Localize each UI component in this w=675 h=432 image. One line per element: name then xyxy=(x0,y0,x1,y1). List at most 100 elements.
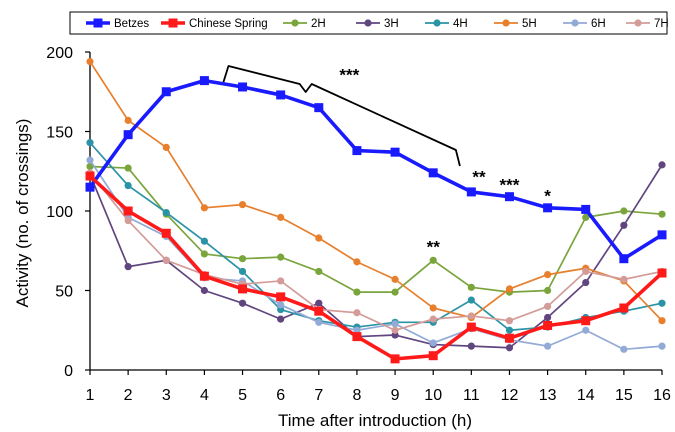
data-point xyxy=(391,320,399,328)
series-line xyxy=(89,172,663,332)
data-point xyxy=(505,326,514,334)
y-tick-label: 150 xyxy=(46,125,73,142)
data-point xyxy=(466,187,476,197)
legend-marker xyxy=(433,19,441,27)
data-point xyxy=(315,267,323,276)
y-tick-label: 200 xyxy=(46,45,73,62)
data-point xyxy=(391,275,399,283)
data-point xyxy=(428,351,438,361)
data-point xyxy=(657,268,667,278)
data-point xyxy=(429,256,437,264)
y-tick-label: 0 xyxy=(64,363,73,380)
data-point xyxy=(276,90,286,100)
data-point xyxy=(505,285,514,293)
legend-marker xyxy=(168,18,178,28)
data-point xyxy=(620,221,628,229)
legend-entry: 4H xyxy=(425,18,468,30)
data-point xyxy=(199,76,209,86)
data-point xyxy=(200,204,208,212)
data-point xyxy=(658,317,666,325)
data-point xyxy=(162,208,170,217)
series-line xyxy=(89,164,663,349)
data-point xyxy=(238,267,247,276)
significance-marker: *** xyxy=(500,175,520,194)
data-point xyxy=(123,130,133,140)
x-tick-label: 10 xyxy=(424,387,442,404)
data-point xyxy=(467,342,475,350)
data-point xyxy=(582,267,590,276)
data-point xyxy=(544,271,552,279)
x-tick-label: 6 xyxy=(276,387,285,404)
data-point xyxy=(86,162,94,171)
data-point xyxy=(467,296,475,304)
data-point xyxy=(582,278,590,287)
x-tick-label: 12 xyxy=(501,387,519,404)
data-point xyxy=(504,333,514,343)
x-tick-label: 16 xyxy=(653,387,671,404)
series-betzes xyxy=(85,76,667,264)
legend-label: 3H xyxy=(384,18,399,30)
data-point xyxy=(467,283,475,291)
data-point xyxy=(505,317,514,325)
series-line xyxy=(88,78,663,261)
series-7h xyxy=(86,169,666,334)
data-point xyxy=(314,103,324,113)
legend-marker xyxy=(571,19,579,27)
data-point xyxy=(352,332,362,342)
x-tick-label: 3 xyxy=(162,387,171,404)
data-point xyxy=(543,203,553,213)
data-point xyxy=(277,253,285,261)
series-6h xyxy=(86,156,666,353)
data-point xyxy=(390,354,400,364)
legend-marker xyxy=(291,19,299,27)
data-point xyxy=(353,309,361,317)
data-point xyxy=(200,286,208,295)
data-point xyxy=(124,263,132,271)
data-point xyxy=(429,339,437,347)
data-point xyxy=(544,286,552,295)
data-point xyxy=(582,326,590,334)
legend: Betzes Chinese Spring 2H 3H 4H 5H 6H 7H xyxy=(69,11,669,35)
data-point xyxy=(620,345,628,353)
significance-marker: ** xyxy=(472,167,486,186)
data-point xyxy=(353,258,361,266)
data-point xyxy=(658,299,666,307)
x-tick-label: 14 xyxy=(577,387,595,404)
x-tick-label: 11 xyxy=(463,387,480,404)
data-point xyxy=(658,210,666,218)
legend-label: 4H xyxy=(453,18,468,30)
legend-label: 5H xyxy=(522,18,537,30)
data-point xyxy=(314,306,324,316)
legend-label: 6H xyxy=(591,18,606,30)
data-point xyxy=(277,315,285,323)
data-point xyxy=(544,342,552,350)
data-point xyxy=(86,139,94,147)
data-point xyxy=(619,303,629,313)
y-tick-label: 100 xyxy=(46,204,73,221)
legend-marker xyxy=(502,19,510,27)
data-point xyxy=(276,292,286,302)
legend-entry: 2H xyxy=(283,18,326,30)
x-tick-label: 7 xyxy=(314,387,323,404)
legend-marker xyxy=(634,19,642,27)
data-point xyxy=(200,237,208,245)
data-point xyxy=(161,87,171,97)
data-point xyxy=(277,301,285,309)
data-point xyxy=(543,320,553,330)
x-tick-label: 8 xyxy=(352,387,361,404)
significance-marker: * xyxy=(544,186,551,205)
data-point xyxy=(429,315,437,323)
data-point xyxy=(581,316,591,326)
data-point xyxy=(124,216,132,225)
data-point xyxy=(238,284,248,294)
data-point xyxy=(620,207,628,215)
data-point xyxy=(238,255,247,263)
legend-entry: 3H xyxy=(356,18,399,30)
series-line xyxy=(89,165,663,293)
data-point xyxy=(544,313,552,322)
data-point xyxy=(353,326,361,334)
data-point xyxy=(467,312,475,320)
data-point xyxy=(658,161,666,169)
